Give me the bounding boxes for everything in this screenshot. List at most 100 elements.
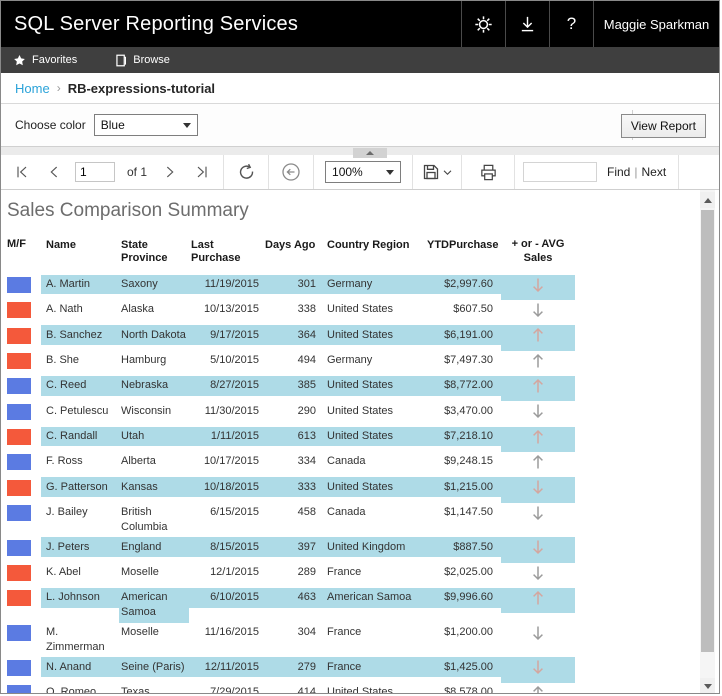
last-purchase-cell: 11/30/2015 xyxy=(204,404,259,417)
days-ago-cell: 290 xyxy=(297,404,316,417)
scrollbar-thumb[interactable] xyxy=(701,210,714,652)
trend-cell xyxy=(501,563,575,588)
user-menu[interactable]: Maggie Sparkman xyxy=(593,1,719,47)
name-cell: J. Peters xyxy=(41,537,119,558)
trend-down-icon xyxy=(531,403,545,419)
last-purchase-cell: 11/16/2015 xyxy=(204,626,259,639)
gender-cell xyxy=(7,300,41,320)
help-icon: ? xyxy=(566,14,577,33)
trend-up-icon xyxy=(531,454,545,470)
country-region-cell: United States xyxy=(327,686,394,694)
trend-up-icon xyxy=(531,590,545,606)
col-header-name: Name xyxy=(46,238,76,251)
ytd-purchase-cell: $6,191.00 xyxy=(425,325,501,346)
trend-cell xyxy=(501,623,575,648)
parameter-panel: Choose color Blue View Report xyxy=(1,104,719,147)
country-region-cell: France xyxy=(327,566,362,579)
state-province-cell: Kansas xyxy=(119,477,189,498)
country-region-cell: Germany xyxy=(327,354,373,367)
next-page-button[interactable] xyxy=(155,155,185,189)
country-region-cell: Germany xyxy=(319,274,425,295)
table-row: L. Johnson American Samoa 6/10/2015 463 Amer… xyxy=(7,587,719,623)
back-button[interactable] xyxy=(269,155,313,189)
view-report-button[interactable]: View Report xyxy=(620,114,706,138)
trend-down-icon xyxy=(531,479,545,495)
last-purchase-cell: 1/11/2015 xyxy=(189,426,263,447)
export-button[interactable] xyxy=(413,155,461,189)
gender-cell xyxy=(7,376,41,396)
male-indicator-square xyxy=(7,277,31,293)
settings-button[interactable] xyxy=(461,1,505,47)
favorites-tab[interactable]: Favorites xyxy=(1,47,89,73)
ytd-purchase-cell: $607.50 xyxy=(453,303,493,316)
trend-down-icon xyxy=(531,659,545,675)
print-button[interactable] xyxy=(462,155,514,189)
find-input[interactable] xyxy=(523,162,598,182)
table-row: F. Ross Alberta 10/17/2015 334 Canada $9,248.… xyxy=(7,452,719,477)
female-indicator-square xyxy=(7,353,31,370)
color-parameter-label: Choose color xyxy=(15,118,86,132)
name-cell: B. Sanchez xyxy=(41,325,119,346)
last-purchase-cell: 10/18/2015 xyxy=(189,477,263,498)
ytd-purchase-cell: $8,772.00 xyxy=(425,375,501,396)
female-indicator-square xyxy=(7,302,31,319)
first-page-button[interactable] xyxy=(7,155,37,189)
triangle-down-icon xyxy=(703,683,712,689)
gender-cell xyxy=(7,452,41,472)
zoom-select-value: 100% xyxy=(332,165,363,179)
last-page-button[interactable] xyxy=(187,155,217,189)
name-cell: C. Petulescu xyxy=(46,404,109,417)
gender-cell xyxy=(7,401,41,421)
nav-bar: Favorites Browse xyxy=(1,47,719,73)
trend-down-icon xyxy=(531,539,545,555)
trend-down-icon xyxy=(531,277,545,293)
table-row: O. Romeo Texas 7/29/2015 414 United States $8… xyxy=(7,683,719,694)
trend-up-icon xyxy=(531,429,545,445)
country-region-cell: France xyxy=(327,626,362,639)
state-province-cell: England xyxy=(119,537,189,558)
report-title: Sales Comparison Summary xyxy=(7,200,249,221)
scroll-up-button[interactable] xyxy=(700,192,715,208)
vertical-scrollbar[interactable] xyxy=(700,190,715,693)
days-ago-cell: 279 xyxy=(263,657,319,678)
collapse-parameters-handle[interactable] xyxy=(353,148,387,158)
breadcrumb-separator: › xyxy=(56,81,61,95)
table-row: B. Sanchez North Dakota 9/17/2015 364 United… xyxy=(7,325,719,351)
breadcrumb: Home › RB-expressions-tutorial xyxy=(1,73,719,104)
gender-cell xyxy=(7,477,41,497)
days-ago-cell: 364 xyxy=(263,325,319,346)
col-header-trend: + or - AVG Sales xyxy=(511,238,565,264)
last-purchase-cell: 11/19/2015 xyxy=(189,274,263,295)
find-link[interactable]: Find xyxy=(607,165,631,179)
male-indicator-square xyxy=(7,454,31,471)
state-province-cell: Moselle xyxy=(121,566,159,579)
ytd-purchase-cell: $8,578.00 xyxy=(444,686,493,694)
browse-label: Browse xyxy=(133,54,170,66)
current-page-input[interactable] xyxy=(75,162,115,182)
panel-gap xyxy=(1,147,719,158)
help-button[interactable]: ? xyxy=(549,1,593,47)
gender-cell xyxy=(7,683,41,693)
name-cell: J. Bailey xyxy=(46,506,88,519)
app-title: SQL Server Reporting Services xyxy=(14,12,299,35)
refresh-button[interactable] xyxy=(224,155,268,189)
last-purchase-cell: 8/15/2015 xyxy=(189,537,263,558)
breadcrumb-home-link[interactable]: Home xyxy=(15,80,50,96)
state-province-cell: Utah xyxy=(119,426,189,447)
days-ago-cell: 397 xyxy=(263,537,319,558)
gender-cell xyxy=(7,657,41,677)
female-indicator-square xyxy=(7,565,31,582)
zoom-select[interactable]: 100% xyxy=(325,161,402,183)
ytd-purchase-cell: $7,497.30 xyxy=(444,354,493,367)
male-indicator-square xyxy=(7,378,31,395)
last-page-icon xyxy=(194,164,210,180)
country-region-cell: United Kingdom xyxy=(319,537,425,558)
gender-cell xyxy=(7,351,41,371)
next-link[interactable]: Next xyxy=(641,165,667,179)
download-button[interactable] xyxy=(505,1,549,47)
color-select[interactable]: Blue xyxy=(93,114,198,136)
days-ago-cell: 333 xyxy=(263,477,319,498)
scroll-down-button[interactable] xyxy=(700,678,715,693)
browse-tab[interactable]: Browse xyxy=(103,47,182,73)
prev-page-button[interactable] xyxy=(39,155,69,189)
